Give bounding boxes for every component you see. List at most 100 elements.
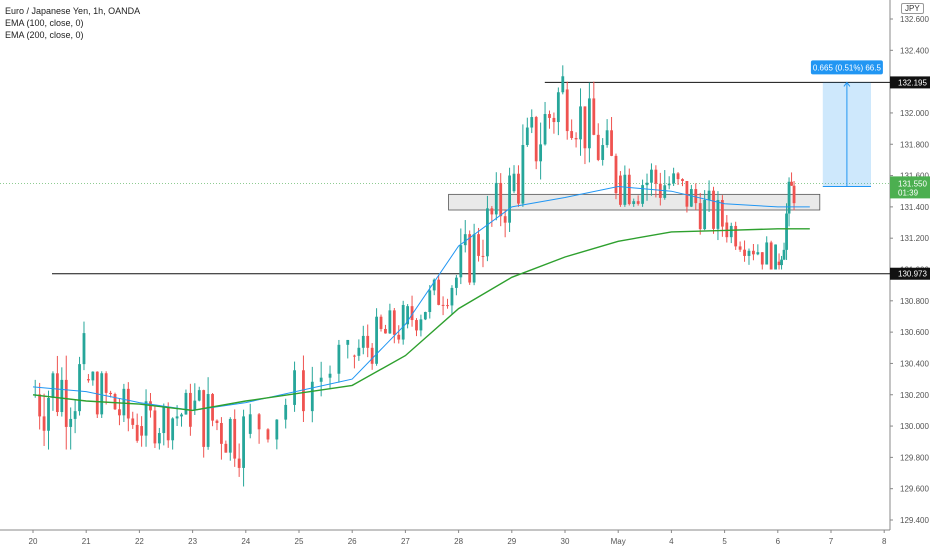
candle-body: [494, 182, 498, 215]
candle-body: [206, 394, 210, 447]
price-tick-label: 130.000: [900, 422, 929, 431]
candle-body: [410, 306, 414, 321]
candle-body: [109, 392, 112, 395]
candle-body: [579, 106, 582, 140]
time-tick-label: 7: [829, 537, 834, 546]
candle-body: [384, 328, 387, 334]
candle-body: [175, 416, 179, 419]
candle-body: [357, 347, 361, 356]
candle-body: [790, 181, 793, 186]
candle-body: [91, 371, 95, 381]
candle-body: [78, 364, 81, 412]
candle-body: [388, 310, 392, 334]
candle-body: [785, 213, 788, 250]
candle-body: [747, 250, 751, 256]
candle-body: [228, 418, 232, 453]
candle-body: [419, 319, 423, 331]
candle-body: [73, 411, 77, 419]
support-price-label: 130.973: [898, 270, 927, 279]
candle-body: [605, 130, 609, 146]
price-tick-label: 131.400: [900, 203, 929, 212]
candle-body: [592, 98, 596, 135]
ema200-line: [32, 228, 810, 412]
candle-body: [122, 388, 126, 416]
candle-body: [401, 304, 405, 340]
candle-body: [587, 98, 591, 149]
candle-body: [490, 208, 494, 215]
candle-body: [729, 225, 733, 238]
candle-body: [450, 287, 454, 306]
candle-body: [437, 279, 441, 305]
candle-body: [463, 234, 467, 246]
candle-body: [248, 414, 252, 434]
candle-body: [193, 400, 197, 411]
resistance-price-label-bg: [890, 76, 930, 89]
candle-body: [481, 255, 485, 257]
candle-body: [517, 173, 520, 204]
candle-body: [266, 429, 270, 440]
candle-body: [756, 252, 760, 255]
candle-body: [397, 334, 401, 340]
candle-body: [220, 423, 223, 444]
candle-body: [610, 130, 613, 156]
candle-body: [752, 250, 755, 255]
candle-body: [319, 377, 323, 382]
candle-body: [166, 406, 170, 441]
candle-body: [769, 242, 773, 270]
candle-body: [650, 169, 653, 183]
current-price-time: 01:39: [898, 188, 919, 197]
candle-body: [224, 443, 228, 453]
candle-body: [415, 320, 418, 331]
time-tick-label: 24: [241, 537, 250, 546]
candle-body: [144, 401, 148, 436]
ema100-line: [32, 185, 810, 411]
candle-body: [552, 117, 556, 123]
candle-body: [423, 312, 427, 320]
candle-body: [530, 117, 534, 128]
candle-body: [233, 418, 237, 459]
currency-label[interactable]: JPY: [901, 3, 924, 14]
candle-body: [140, 426, 144, 436]
candle-body: [694, 189, 698, 204]
time-tick-label: 26: [348, 537, 357, 546]
candle-body: [574, 137, 578, 140]
measure-arrow-head: [843, 81, 851, 87]
candle-body: [521, 145, 525, 204]
candle-body: [171, 418, 175, 441]
candle-body: [689, 189, 693, 207]
candle-body: [69, 418, 73, 427]
time-tick-label: 28: [454, 537, 463, 546]
candle-body: [787, 181, 791, 214]
candle-body: [486, 208, 489, 257]
candle-body: [328, 373, 332, 378]
candle-body: [508, 175, 511, 223]
time-tick-label: 22: [135, 537, 144, 546]
price-tick-label: 132.400: [900, 46, 929, 55]
price-tick-label: 130.400: [900, 359, 929, 368]
candle-body: [698, 203, 702, 230]
candle-body: [703, 199, 707, 230]
candle-body: [379, 316, 383, 329]
legend-ema100: EMA (100, close, 0): [5, 18, 84, 28]
candle-body: [346, 339, 350, 345]
candle-body: [157, 433, 161, 444]
candle-body: [51, 373, 55, 398]
candle-body: [95, 371, 99, 415]
candle-body: [118, 409, 121, 416]
candle-body: [596, 134, 600, 160]
price-tick-label: 131.200: [900, 234, 929, 243]
resistance-price-label: 132.195: [898, 78, 927, 87]
candle-body: [293, 370, 296, 405]
candle-body: [184, 392, 188, 415]
candle-body: [242, 416, 245, 468]
candle-body: [765, 242, 769, 265]
support-price-label-bg: [890, 267, 930, 280]
candle-body: [162, 406, 166, 434]
candles-group: [33, 65, 796, 487]
candle-body: [720, 200, 724, 227]
candle-body: [570, 131, 574, 138]
candle-body: [543, 114, 547, 145]
price-tick-label: 132.600: [900, 15, 929, 24]
price-tick-label: 131.800: [900, 140, 929, 149]
